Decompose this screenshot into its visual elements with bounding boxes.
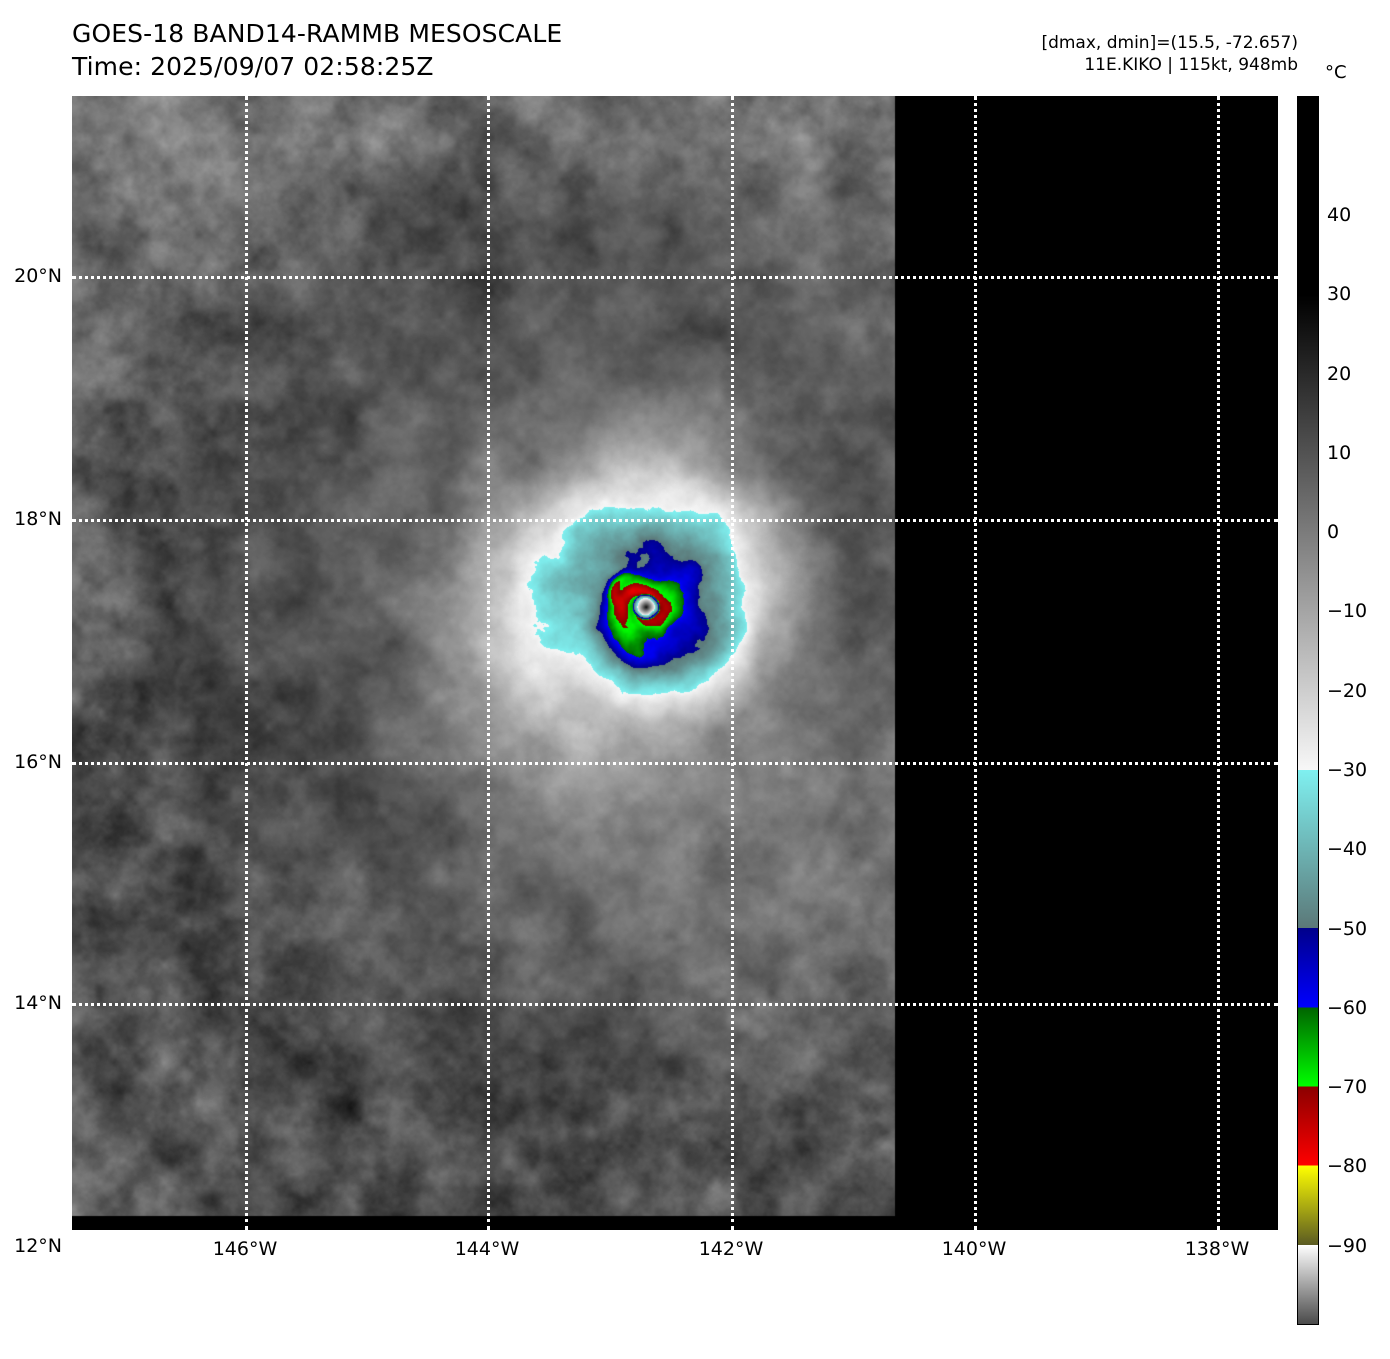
colorbar-unit-label: °C	[1325, 62, 1347, 83]
latitude-tick-label: 20°N	[14, 265, 62, 287]
longitude-tick-label: 140°W	[941, 1238, 1007, 1260]
timestamp-line: Time: 2025/09/07 02:58:25Z	[72, 51, 434, 81]
colorbar	[1297, 96, 1319, 1325]
colorbar-tick-label: 0	[1327, 521, 1340, 544]
longitude-tick-label: 138°W	[1184, 1238, 1250, 1260]
copyright-text: Copyright © 2020-2025 Dapiya	[78, 1278, 401, 1299]
longitude-tick-label: 146°W	[212, 1238, 278, 1260]
colorbar-tick-label: −10	[1327, 600, 1368, 623]
colorbar-gradient	[1298, 97, 1318, 1324]
satellite-image-plot	[72, 96, 1278, 1230]
title-block: GOES-18 BAND14-RAMMB MESOSCALE Time: 202…	[72, 18, 562, 83]
colorbar-tick-label: −40	[1327, 838, 1368, 861]
longitude-tick-label: 142°W	[698, 1238, 764, 1260]
colorbar-tick-label: −70	[1327, 1076, 1368, 1099]
longitude-tick-label: 144°W	[454, 1238, 520, 1260]
page-title: GOES-18 BAND14-RAMMB MESOSCALE	[72, 19, 563, 48]
colorbar-tick-label: −20	[1327, 679, 1368, 702]
colorbar-tick-label: −90	[1327, 1234, 1368, 1257]
colorbar-tick-label: 10	[1327, 441, 1352, 464]
colorbar-tick-label: 30	[1327, 283, 1352, 306]
colorbar-tick-label: 40	[1327, 203, 1352, 226]
colorbar-tick-label: −30	[1327, 758, 1368, 781]
metadata-block: [dmax, dmin]=(15.5, -72.657) 11E.KIKO | …	[1041, 32, 1298, 77]
latitude-tick-label: 14°N	[14, 992, 62, 1014]
dmax-dmin-readout: [dmax, dmin]=(15.5, -72.657)	[1041, 33, 1298, 53]
storm-info-readout: 11E.KIKO | 115kt, 948mb	[1084, 55, 1298, 76]
latitude-tick-label: 12°N	[14, 1235, 62, 1257]
colorbar-tick-label: −60	[1327, 996, 1368, 1019]
latitude-tick-label: 18°N	[14, 508, 62, 530]
latitude-tick-label: 16°N	[14, 751, 62, 773]
colorbar-tick-label: −80	[1327, 1155, 1368, 1178]
colorbar-tick-label: −50	[1327, 917, 1368, 940]
colorbar-tick-label: 20	[1327, 362, 1352, 385]
satellite-imagery-canvas	[72, 96, 1278, 1230]
